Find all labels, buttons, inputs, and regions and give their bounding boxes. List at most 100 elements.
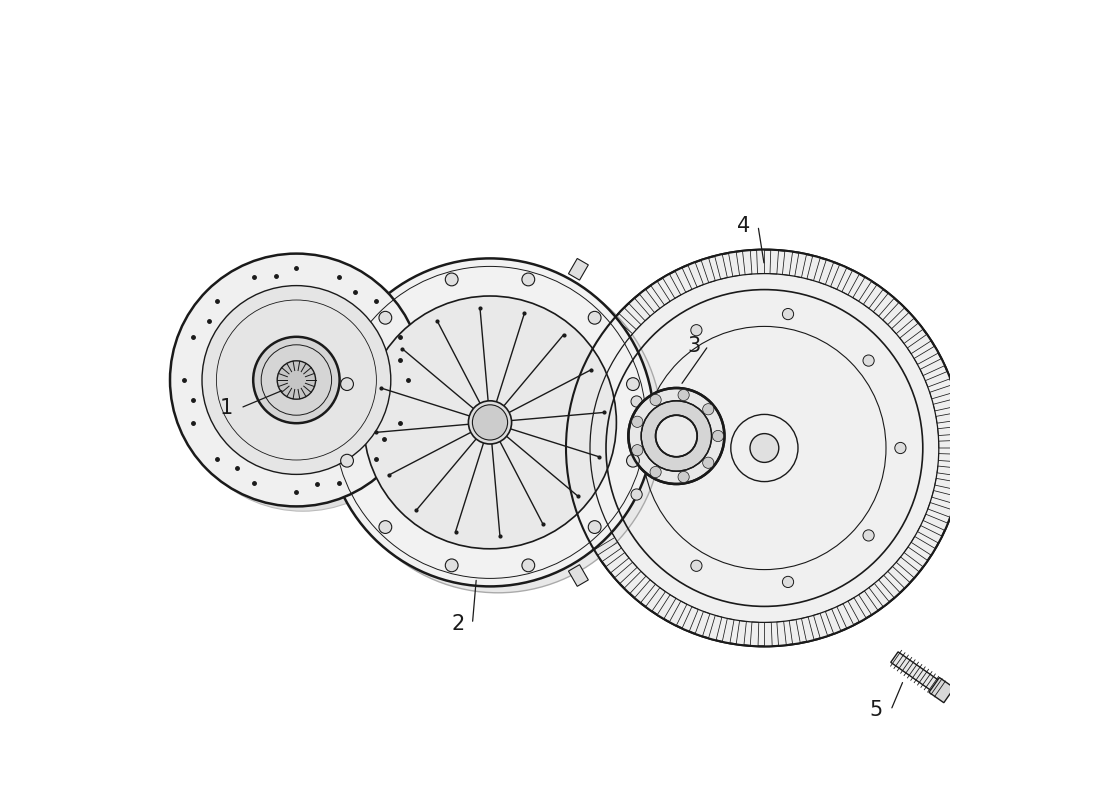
Circle shape [334, 265, 662, 593]
Circle shape [782, 576, 793, 587]
Polygon shape [635, 580, 656, 603]
Polygon shape [742, 250, 752, 274]
Polygon shape [736, 621, 747, 646]
Circle shape [326, 258, 654, 586]
Polygon shape [576, 378, 601, 394]
Polygon shape [814, 614, 827, 638]
Circle shape [691, 560, 702, 571]
Text: 3: 3 [688, 336, 701, 355]
Circle shape [691, 325, 702, 336]
Circle shape [341, 454, 353, 467]
Polygon shape [639, 289, 660, 313]
Polygon shape [937, 466, 961, 476]
Text: 4: 4 [737, 215, 750, 235]
Polygon shape [879, 575, 900, 598]
Polygon shape [908, 334, 932, 354]
Circle shape [588, 521, 601, 534]
Circle shape [631, 416, 642, 427]
Circle shape [678, 471, 690, 482]
Polygon shape [566, 448, 590, 456]
Polygon shape [936, 412, 960, 423]
Circle shape [378, 311, 392, 324]
Text: 5: 5 [870, 701, 883, 720]
Circle shape [650, 466, 661, 478]
Polygon shape [900, 323, 923, 343]
Polygon shape [584, 521, 608, 538]
Circle shape [628, 388, 725, 484]
Polygon shape [601, 329, 625, 349]
Polygon shape [662, 274, 681, 298]
Circle shape [750, 434, 779, 462]
Circle shape [521, 273, 535, 286]
Polygon shape [795, 253, 806, 278]
Polygon shape [701, 258, 715, 282]
Polygon shape [830, 265, 847, 290]
Polygon shape [305, 416, 322, 429]
Circle shape [678, 390, 690, 401]
Text: 2: 2 [451, 614, 464, 634]
Polygon shape [873, 293, 894, 316]
Polygon shape [624, 571, 646, 594]
Polygon shape [930, 678, 954, 702]
Circle shape [378, 521, 392, 534]
Polygon shape [728, 252, 739, 277]
Polygon shape [723, 618, 734, 643]
Polygon shape [566, 434, 591, 442]
Circle shape [446, 273, 458, 286]
Polygon shape [904, 547, 927, 567]
Polygon shape [579, 509, 604, 525]
Polygon shape [917, 526, 942, 543]
Polygon shape [770, 250, 779, 274]
Polygon shape [750, 622, 759, 646]
Polygon shape [615, 562, 637, 584]
Circle shape [627, 454, 639, 467]
Polygon shape [837, 604, 854, 629]
Polygon shape [675, 267, 692, 292]
Polygon shape [574, 497, 600, 511]
Polygon shape [682, 606, 698, 631]
Circle shape [364, 296, 616, 549]
Polygon shape [789, 619, 801, 644]
Polygon shape [569, 406, 594, 418]
Polygon shape [609, 318, 632, 339]
Polygon shape [757, 250, 764, 274]
Polygon shape [883, 302, 904, 325]
Circle shape [703, 404, 714, 415]
Polygon shape [933, 398, 958, 411]
Circle shape [631, 445, 642, 456]
Circle shape [631, 489, 642, 500]
Polygon shape [930, 385, 955, 399]
Circle shape [703, 457, 714, 468]
Circle shape [864, 355, 874, 366]
Polygon shape [782, 250, 793, 275]
Polygon shape [688, 262, 704, 287]
Circle shape [566, 250, 962, 646]
Polygon shape [591, 531, 615, 550]
Polygon shape [892, 312, 914, 334]
Polygon shape [618, 308, 641, 330]
Polygon shape [864, 285, 883, 308]
Circle shape [650, 394, 661, 406]
Circle shape [176, 258, 429, 511]
Polygon shape [569, 565, 589, 586]
Polygon shape [777, 622, 786, 646]
Polygon shape [920, 358, 945, 375]
Polygon shape [657, 594, 675, 619]
Polygon shape [586, 353, 612, 370]
Polygon shape [891, 652, 945, 695]
Polygon shape [937, 426, 962, 435]
Polygon shape [852, 277, 871, 302]
Circle shape [170, 254, 422, 506]
Polygon shape [715, 254, 727, 279]
Circle shape [446, 559, 458, 572]
Polygon shape [568, 420, 592, 430]
Polygon shape [927, 502, 953, 518]
Polygon shape [938, 454, 962, 462]
Text: passion
performance 198: passion performance 198 [372, 384, 728, 528]
Polygon shape [914, 346, 938, 365]
Polygon shape [911, 537, 935, 555]
Circle shape [656, 415, 697, 457]
Polygon shape [802, 617, 814, 642]
Circle shape [469, 401, 512, 444]
Polygon shape [807, 255, 821, 281]
